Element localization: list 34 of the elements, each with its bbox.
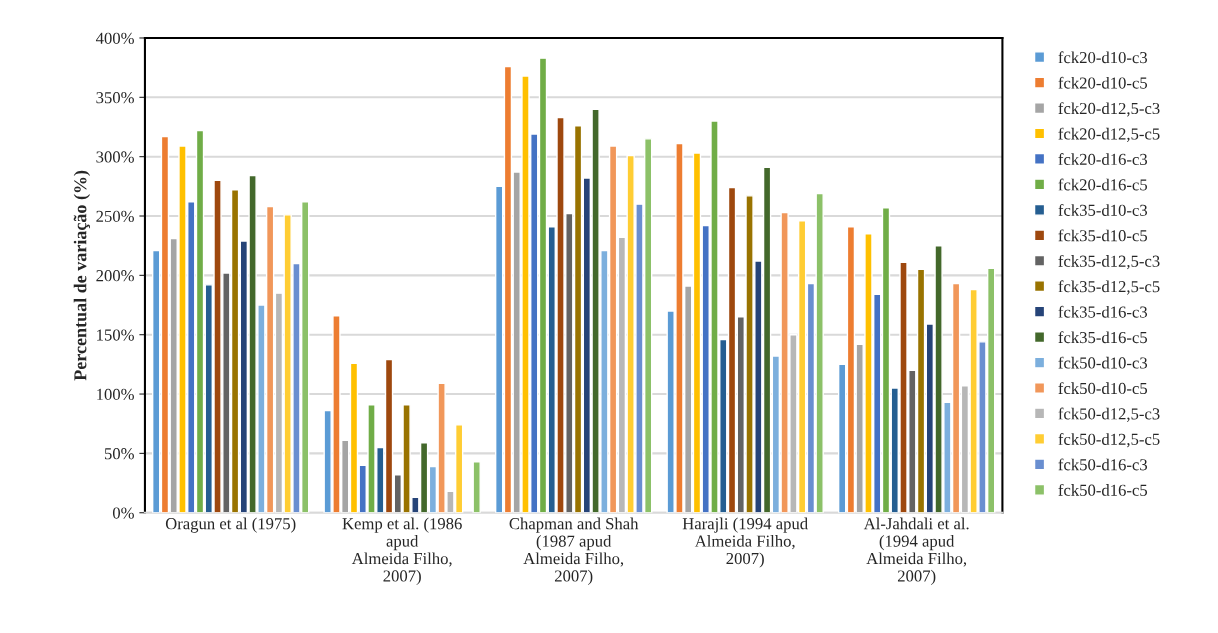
y-tick-label: 100% — [97, 388, 134, 401]
y-tick-label: 350% — [96, 92, 134, 104]
legend-label: fck20-d10-c5 — [1058, 76, 1148, 89]
legend-label: fck50-d12,5-c5 — [1058, 433, 1160, 448]
legend-label: fck50-d12,5-c3 — [1058, 407, 1160, 422]
legend-label: fck35-d16-c5 — [1058, 331, 1148, 344]
x-tick-label: Oragun et al (1975) — [165, 517, 296, 533]
y-tick-label: 150% — [97, 329, 134, 341]
legend-label: fck20-d16-c5 — [1058, 178, 1148, 191]
bar — [472, 460, 481, 513]
y-tick-label: 50% — [104, 448, 134, 460]
x-tick-label: Al-Jahdali et al. (1994 apud Almeida Filho, 2007) — [863, 517, 969, 585]
legend-label: fck20-d10-c3 — [1058, 51, 1148, 64]
legend-label: fck50-d16-c5 — [1058, 483, 1148, 496]
legend-label: fck20-d16-c3 — [1058, 153, 1148, 166]
y-tick-label: 400% — [95, 32, 134, 44]
legend-label: fck35-d10-c3 — [1058, 204, 1148, 216]
y-tick-label: 200% — [96, 270, 134, 282]
legend-label: fck35-d10-c5 — [1058, 229, 1148, 242]
y-tick-label: 300% — [96, 151, 134, 163]
legend-label: fck50-d10-c3 — [1058, 356, 1148, 369]
legend-label: fck35-d16-c3 — [1058, 305, 1148, 318]
x-tick-label: Kemp et al. (1986 apud Almeida Filho, 2007) — [342, 517, 462, 585]
x-tick-label: Chapman and Shah (1987 apud Almeida Filho, 2007) — [509, 517, 639, 585]
x-tick-label: Harajli (1994 apud Almeida Filho, 2007) — [682, 517, 808, 568]
y-tick-label: 250% — [96, 210, 134, 223]
y-axis-title: Percentual de variação (%) — [73, 170, 91, 381]
legend-label: fck20-d12,5-c5 — [1058, 127, 1160, 142]
legend-label: fck35-d12,5-c3 — [1058, 254, 1160, 270]
legend-label: fck50-d10-c5 — [1058, 382, 1148, 395]
y-tick-label: 0% — [112, 507, 134, 519]
legend-label: fck35-d12,5-c5 — [1058, 280, 1160, 295]
legend-label: fck20-d12,5-c3 — [1058, 102, 1160, 117]
legend-label: fck50-d16-c3 — [1058, 458, 1148, 471]
